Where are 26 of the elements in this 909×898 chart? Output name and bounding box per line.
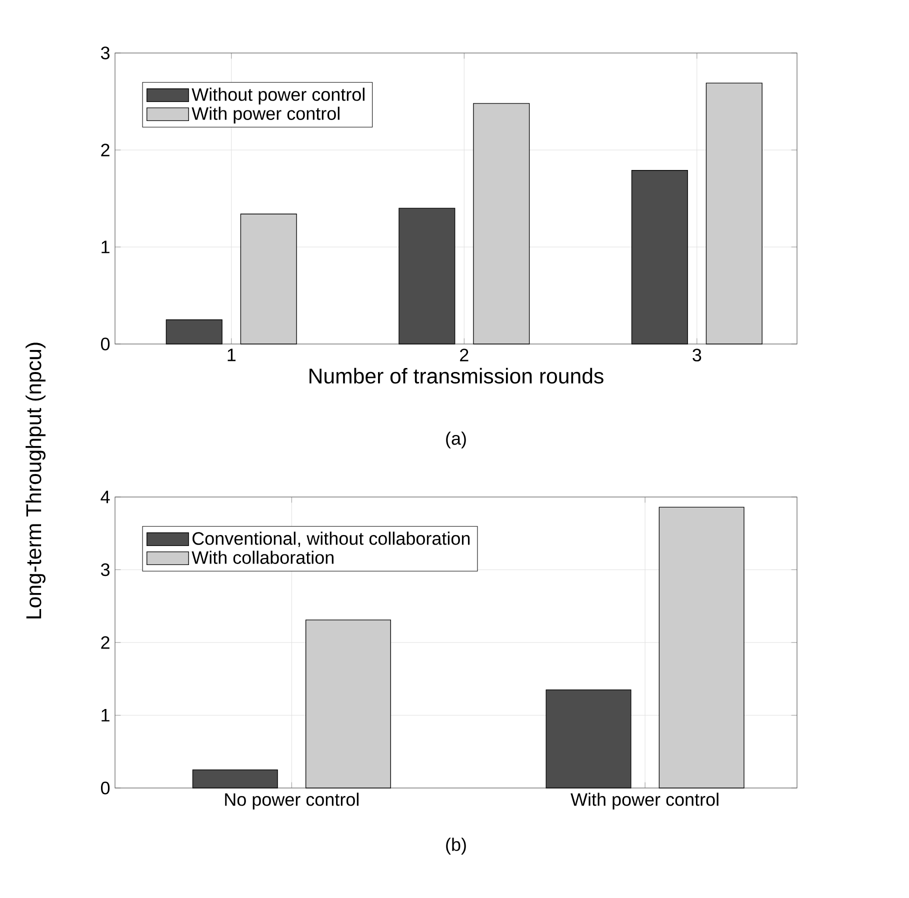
- y-tick-label: 2: [101, 144, 110, 156]
- x-tick-label: 2: [460, 348, 468, 362]
- bar: [658, 506, 744, 788]
- y-tick-label: 3: [100, 46, 110, 60]
- legend-label: Conventional, without collaboration: [192, 532, 470, 548]
- bar: [473, 103, 530, 344]
- x-tick-label: No power control: [225, 792, 358, 810]
- x-tick-label: 3: [692, 348, 702, 362]
- bar: [706, 82, 762, 344]
- legend-label: With power control: [192, 106, 340, 124]
- y-tick-label: 2: [101, 636, 110, 649]
- text: (b): [446, 838, 466, 855]
- y-tick-label: 1: [102, 240, 110, 254]
- text: (a): [446, 432, 466, 448]
- bar: [240, 214, 297, 344]
- y-tick-label: 3: [100, 563, 110, 576]
- x-axis-title: Number of transmission rounds: [310, 368, 604, 384]
- legend-label: With collaboration: [192, 550, 334, 564]
- x-tick-label: 1: [228, 348, 236, 362]
- legend-label: Without power control: [192, 88, 364, 104]
- y-axis-title: Long-term Throughput (npcu): [26, 342, 46, 618]
- bar: [305, 620, 391, 788]
- y-tick-label: 0: [100, 782, 110, 794]
- y-tick-label: 0: [100, 338, 110, 350]
- y-tick-label: 4: [100, 490, 110, 504]
- y-tick-label: 1: [102, 709, 110, 722]
